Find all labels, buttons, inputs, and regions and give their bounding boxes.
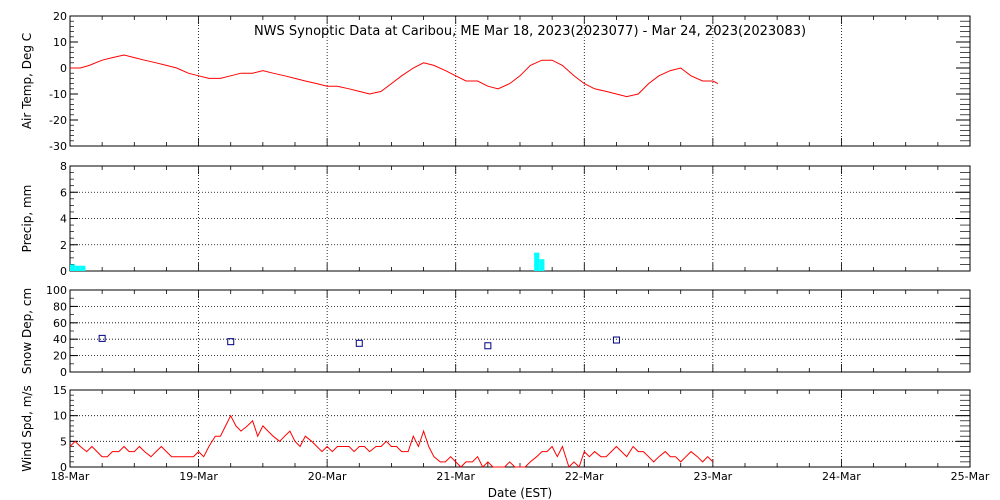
y-tick-label-wind: 10 bbox=[53, 410, 67, 423]
y-tick-label-precip: 4 bbox=[60, 213, 67, 226]
y-axis-label-precip: Precip, mm bbox=[20, 185, 34, 253]
x-tick-label: 18-Mar bbox=[51, 470, 90, 483]
chart-title: NWS Synoptic Data at Caribou, ME Mar 18,… bbox=[254, 24, 806, 39]
precip-bar bbox=[534, 252, 540, 271]
precip-bar bbox=[70, 264, 76, 271]
y-tick-label-precip: 8 bbox=[60, 160, 67, 173]
snow-depth-point bbox=[484, 342, 492, 350]
x-tick-label: 25-Mar bbox=[951, 470, 990, 483]
x-tick-label: 23-Mar bbox=[693, 470, 732, 483]
wind-series-line bbox=[69, 414, 714, 468]
y-tick-label-wind: 0 bbox=[60, 461, 67, 474]
y-tick-label-precip: 2 bbox=[60, 239, 67, 252]
temp-series-line bbox=[70, 54, 719, 98]
panel-frame-snow bbox=[69, 289, 971, 373]
y-tick-label-wind: 5 bbox=[60, 435, 67, 448]
y-tick-label-snow: 80 bbox=[53, 300, 67, 313]
precip-bar bbox=[539, 259, 545, 271]
precip-bar bbox=[80, 265, 86, 271]
x-tick-label: 20-Mar bbox=[308, 470, 347, 483]
y-tick-label-snow: 60 bbox=[53, 317, 67, 330]
y-tick-label-snow: 40 bbox=[53, 333, 67, 346]
snow-depth-point bbox=[98, 334, 106, 342]
y-axis-label-snow: Snow Dep, cm bbox=[20, 288, 34, 374]
panel-frame-wind bbox=[69, 389, 971, 468]
y-tick-label-snow: 100 bbox=[46, 284, 67, 297]
y-tick-label-temp: 10 bbox=[53, 36, 67, 49]
y-tick-label-precip: 6 bbox=[60, 186, 67, 199]
y-tick-label-temp: -10 bbox=[49, 88, 67, 101]
y-tick-label-snow: 0 bbox=[60, 366, 67, 379]
x-tick-label: 24-Mar bbox=[822, 470, 861, 483]
y-tick-label-temp: 20 bbox=[53, 10, 67, 23]
snow-depth-point bbox=[612, 336, 620, 344]
y-axis-label-wind: Wind Spd, m/s bbox=[20, 385, 34, 471]
y-tick-label-temp: 0 bbox=[60, 62, 67, 75]
y-tick-label-wind: 15 bbox=[53, 384, 67, 397]
y-tick-label-snow: 20 bbox=[53, 350, 67, 363]
y-tick-label-precip: 0 bbox=[60, 265, 67, 278]
x-tick-label: 21-Mar bbox=[436, 470, 475, 483]
x-tick-label: 19-Mar bbox=[179, 470, 218, 483]
y-tick-label-temp: -20 bbox=[49, 114, 67, 127]
precip-bar bbox=[75, 265, 81, 271]
x-axis-label: Date (EST) bbox=[488, 486, 552, 500]
y-tick-label-temp: -30 bbox=[49, 140, 67, 153]
snow-depth-point bbox=[355, 339, 363, 347]
y-axis-label-temp: Air Temp, Deg C bbox=[20, 33, 34, 129]
x-tick-label: 22-Mar bbox=[565, 470, 604, 483]
snow-depth-point bbox=[227, 338, 235, 346]
